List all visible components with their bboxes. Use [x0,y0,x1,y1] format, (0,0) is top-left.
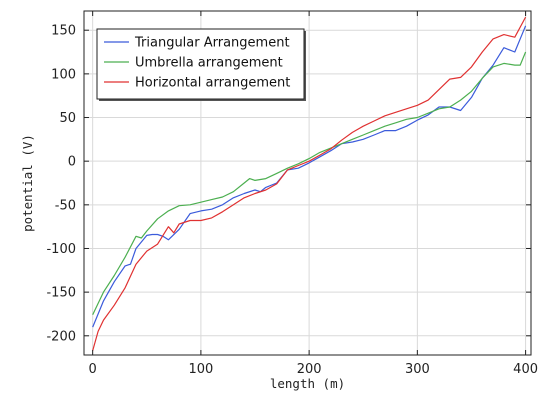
y-tick-label: -50 [55,198,76,213]
axis-ticks [84,11,531,355]
x-tick-label: 0 [89,362,97,377]
legend-label: Triangular Arrangement [134,36,290,51]
series-line-2 [92,51,527,316]
y-axis-title: potential (V) [20,134,35,232]
series-line-3 [92,16,527,351]
y-tick-label: 150 [51,24,76,39]
x-tick-label: 200 [297,362,322,377]
legend-label: Horizontal arrangement [135,76,290,91]
x-tick-label: 400 [513,362,538,377]
x-tick-label: 100 [188,362,213,377]
y-tick-label: -100 [46,242,76,257]
y-tick-label: 100 [51,67,76,82]
legend-box [96,28,305,100]
axis-tick-labels: 0 100 200 300 400 -200 -150 -100 -50 0 50 100 150 [46,24,538,377]
plot-area-frame [83,10,532,356]
legend: Triangular Arrangement Umbrella arrangeme… [96,28,306,101]
y-tick-label: -150 [46,286,76,301]
legend-label: Umbrella arrangement [135,56,283,71]
y-tick-label: -200 [46,329,76,344]
y-tick-label: 50 [59,111,76,126]
x-tick-label: 300 [405,362,430,377]
y-tick-label: 0 [68,155,76,170]
series-layer [92,16,527,351]
x-axis-title: length (m) [270,376,345,391]
